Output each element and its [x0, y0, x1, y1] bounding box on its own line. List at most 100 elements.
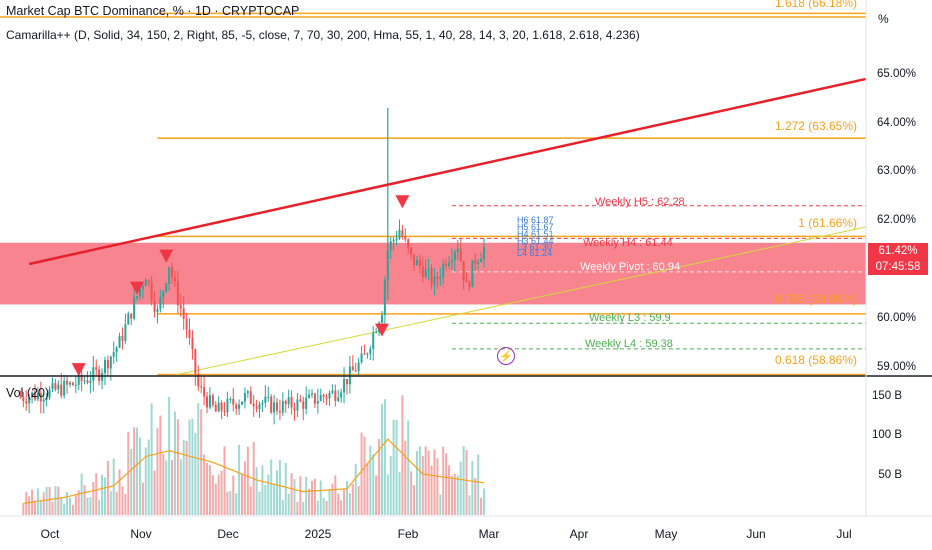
volume-bar	[162, 453, 165, 515]
candle-body	[115, 347, 118, 353]
candle-body	[334, 390, 337, 401]
volume-bar	[57, 486, 60, 515]
volume-bar	[404, 440, 407, 515]
candle-body	[413, 254, 416, 266]
volume-bar	[430, 465, 433, 515]
volume-bar	[80, 473, 83, 515]
volume-bar	[191, 418, 194, 515]
candle-body	[325, 396, 328, 399]
volume-bar	[471, 461, 474, 515]
candle-body	[45, 398, 48, 400]
volume-bar	[310, 481, 313, 515]
chart-title[interactable]: Market Cap BTC Dominance, % · 1D · CRYPT…	[6, 4, 300, 18]
volume-label[interactable]: Vol (20)	[6, 386, 50, 400]
volume-bar	[296, 501, 299, 515]
candle-body	[191, 337, 194, 350]
candle-body	[255, 406, 258, 409]
sell-marker	[130, 281, 145, 295]
candle-body	[445, 263, 448, 267]
candle-body	[474, 260, 477, 264]
candle-body	[261, 402, 264, 405]
volume-bar	[375, 475, 378, 515]
volume-bar	[480, 497, 483, 515]
volume-bar	[410, 471, 413, 515]
volume-bar	[459, 461, 462, 515]
volume-pane[interactable]	[22, 395, 486, 515]
candle-body	[395, 238, 398, 240]
weekly-level-label: Weekly L4 : 59.38	[585, 338, 673, 350]
candle-body	[36, 393, 39, 400]
volume-bar	[456, 475, 459, 515]
candle-body	[468, 282, 471, 288]
trendline	[28, 77, 867, 266]
lightning-icon[interactable]: ⚡	[497, 347, 515, 365]
volume-bar	[483, 488, 486, 515]
volume-bar	[153, 470, 156, 515]
candle-body	[424, 269, 427, 278]
candle-body	[264, 396, 267, 403]
candle-body	[208, 395, 211, 408]
weekly-level-label: Weekly L3 : 59.9	[589, 312, 671, 324]
volume-bar	[147, 439, 150, 515]
time-tick: Oct	[40, 527, 60, 541]
volume-bar	[54, 486, 57, 515]
candle-body	[206, 396, 209, 408]
volume-bar	[465, 450, 468, 515]
volume-bar	[109, 491, 112, 515]
volume-bar	[392, 419, 395, 515]
volume-bar	[354, 463, 357, 515]
unit-label: %	[878, 12, 889, 26]
volume-ma-line	[23, 438, 485, 504]
candle-body	[217, 402, 220, 412]
candle-body	[302, 401, 305, 409]
candle-body	[383, 280, 386, 316]
volume-bar	[141, 482, 144, 515]
volume-bar	[305, 476, 308, 515]
volume-bar	[363, 436, 366, 515]
volume-bar	[433, 449, 436, 515]
candle-body	[433, 276, 436, 285]
candle-body	[203, 387, 206, 397]
candle-body	[153, 300, 156, 312]
volume-bar	[453, 473, 456, 515]
indicator-label[interactable]: Camarilla++ (D, Solid, 34, 150, 2, Right…	[6, 28, 640, 42]
volume-bar	[445, 453, 448, 515]
candle-body	[401, 230, 404, 237]
candle-body	[144, 280, 147, 286]
candle-body	[410, 247, 413, 255]
sell-marker	[374, 323, 389, 337]
volume-bar	[308, 488, 311, 515]
volume-bar	[156, 428, 159, 515]
price-pane[interactable]	[0, 12, 867, 425]
candle-body	[375, 331, 378, 333]
volume-bar	[273, 484, 276, 515]
candle-body	[229, 398, 232, 400]
volume-bar	[278, 460, 281, 515]
volume-bar	[302, 501, 305, 515]
price-tick: 65.00%	[876, 68, 916, 80]
volume-bar	[442, 446, 445, 515]
volume-bar	[474, 478, 477, 515]
candle-body	[442, 263, 445, 278]
volume-bar	[200, 409, 203, 515]
volume-bar	[448, 465, 451, 515]
candle-body	[246, 391, 249, 394]
candle-body	[200, 386, 203, 388]
candle-body	[103, 359, 106, 374]
candle-body	[57, 384, 60, 390]
fib-label: 0.618 (58.86%)	[774, 353, 857, 367]
candle-body	[459, 248, 462, 261]
volume-bar	[343, 489, 346, 515]
candle-body	[389, 241, 392, 250]
candle-body	[328, 393, 331, 399]
candle-body	[98, 369, 101, 381]
candle-body	[77, 374, 80, 385]
volume-bar	[345, 481, 348, 515]
volume-bar	[450, 475, 453, 515]
volume-bar	[395, 419, 398, 515]
volume-bar	[427, 450, 430, 515]
volume-bar	[246, 446, 249, 515]
candle-body	[19, 397, 22, 399]
volume-bar	[136, 427, 139, 515]
